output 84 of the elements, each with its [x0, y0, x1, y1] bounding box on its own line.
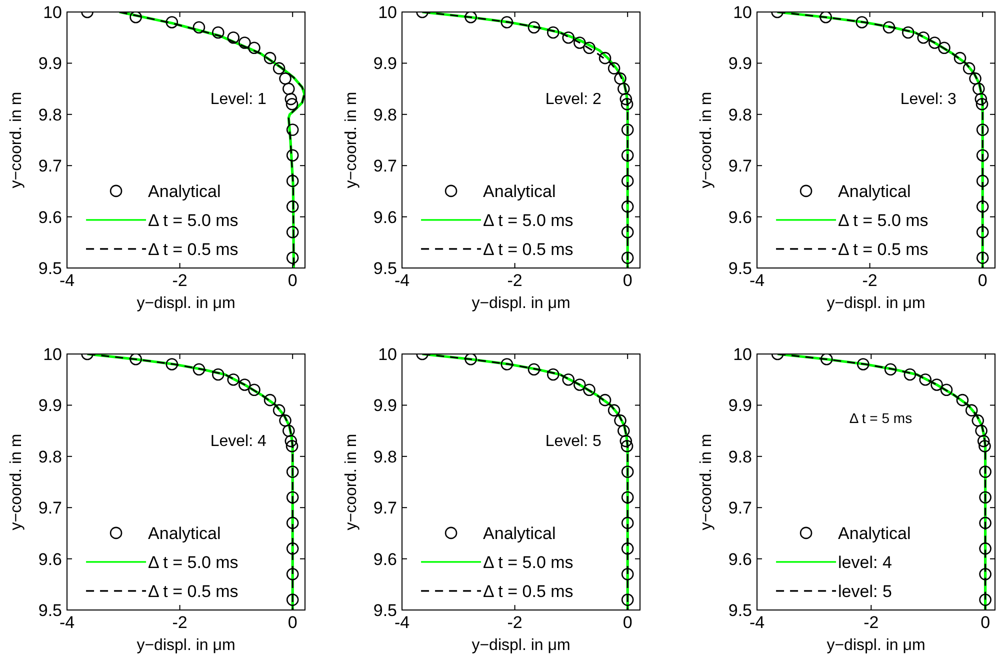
- y-tick-label: 9.5: [38, 601, 62, 620]
- y-tick-label: 9.7: [728, 498, 752, 518]
- y-tick-label: 9.9: [728, 396, 752, 416]
- x-tick-label: -2: [507, 271, 522, 290]
- legend-label: Δ t = 0.5 ms: [483, 582, 574, 601]
- y-tick-label: 9.8: [728, 105, 752, 124]
- x-axis-title: y−displ. in μm: [826, 295, 926, 312]
- y-axis-title: y−coord. in m: [8, 434, 25, 530]
- x-axis-title: y−displ. in μm: [472, 637, 570, 654]
- y-tick-label: 9.7: [373, 156, 397, 176]
- y-tick-label: 9.9: [38, 396, 62, 416]
- legend-label: Δ t = 5.0 ms: [483, 210, 574, 230]
- legend-label: Analytical: [483, 524, 556, 543]
- y-tick-label: 9.6: [728, 550, 752, 569]
- x-tick-label: 0: [288, 271, 298, 290]
- y-axis-title: y−coord. in m: [698, 434, 715, 530]
- legend-label: Δ t = 0.5 ms: [483, 240, 574, 259]
- x-axis-title: y−displ. in μm: [136, 295, 236, 312]
- y-axis-title: y−coord. in m: [343, 434, 360, 530]
- legend-label: Analytical: [838, 524, 911, 543]
- y-tick-label: 9.6: [38, 208, 62, 227]
- y-tick-label: 9.6: [373, 208, 397, 227]
- y-tick-label: 9.8: [728, 447, 752, 466]
- y-tick-label: 9.5: [373, 259, 397, 278]
- legend-label: Analytical: [838, 182, 911, 201]
- y-tick-label: 9.8: [373, 447, 397, 466]
- y-tick-label: 10: [733, 3, 752, 22]
- annotation: Level: 5: [545, 433, 602, 450]
- y-tick-label: 10: [378, 345, 397, 364]
- y-tick-label: 9.8: [38, 447, 62, 466]
- x-tick-label: 0: [978, 271, 988, 290]
- legend-label: level: 4: [838, 552, 892, 572]
- annotation: Δ t = 5 ms: [849, 410, 912, 426]
- legend-label: Analytical: [483, 182, 556, 201]
- y-axis-title: y−coord. in m: [343, 92, 360, 188]
- legend-label: Δ t = 5.0 ms: [483, 552, 574, 572]
- y-tick-label: 9.7: [38, 156, 62, 176]
- y-tick-label: 9.7: [38, 498, 62, 518]
- legend-label: Δ t = 0.5 ms: [148, 240, 238, 259]
- annotation: Level: 4: [210, 433, 266, 450]
- x-tick-label: -2: [507, 613, 522, 632]
- annotation: Level: 3: [900, 91, 956, 108]
- x-axis-title: y−displ. in μm: [136, 637, 236, 654]
- x-tick-label: 0: [288, 613, 298, 632]
- annotation: Level: 1: [210, 91, 266, 108]
- y-tick-label: 10: [43, 3, 62, 22]
- y-tick-label: 10: [43, 345, 62, 364]
- legend-label: Δ t = 5.0 ms: [148, 552, 238, 572]
- legend-label: Analytical: [148, 182, 221, 201]
- y-tick-label: 9.5: [728, 601, 752, 620]
- y-tick-label: 9.9: [38, 54, 62, 74]
- y-tick-label: 9.9: [728, 54, 752, 74]
- legend-label: Analytical: [148, 524, 221, 543]
- y-tick-label: 9.7: [728, 156, 752, 176]
- y-tick-label: 10: [733, 345, 752, 364]
- x-axis-title: y−displ. in μm: [826, 637, 926, 654]
- x-axis-title: y−displ. in μm: [472, 295, 570, 312]
- y-tick-label: 9.9: [373, 54, 397, 74]
- annotation: Level: 2: [545, 91, 602, 108]
- y-tick-label: 9.7: [373, 498, 397, 518]
- y-tick-label: 9.5: [728, 259, 752, 278]
- y-tick-label: 9.6: [38, 550, 62, 569]
- y-axis-title: y−coord. in m: [8, 92, 25, 188]
- legend-label: level: 5: [838, 582, 892, 601]
- x-tick-label: -2: [862, 271, 878, 290]
- legend-label: Δ t = 0.5 ms: [838, 240, 928, 259]
- y-tick-label: 9.8: [38, 105, 62, 124]
- legend-label: Δ t = 0.5 ms: [148, 582, 238, 601]
- y-tick-label: 9.5: [38, 259, 62, 278]
- y-tick-label: 9.6: [373, 550, 397, 569]
- x-tick-label: -2: [864, 613, 879, 632]
- y-tick-label: 9.8: [373, 105, 397, 124]
- x-tick-label: -2: [172, 613, 188, 632]
- y-axis-title: y−coord. in m: [698, 92, 715, 188]
- y-tick-label: 9.9: [373, 396, 397, 416]
- legend-label: Δ t = 5.0 ms: [148, 210, 238, 230]
- x-tick-label: 0: [622, 271, 632, 290]
- x-tick-label: 0: [622, 613, 632, 632]
- y-tick-label: 9.6: [728, 208, 752, 227]
- x-tick-label: 0: [980, 613, 990, 632]
- y-tick-label: 10: [378, 3, 397, 22]
- y-tick-label: 9.5: [373, 601, 397, 620]
- legend-label: Δ t = 5.0 ms: [838, 210, 928, 230]
- x-tick-label: -2: [172, 271, 188, 290]
